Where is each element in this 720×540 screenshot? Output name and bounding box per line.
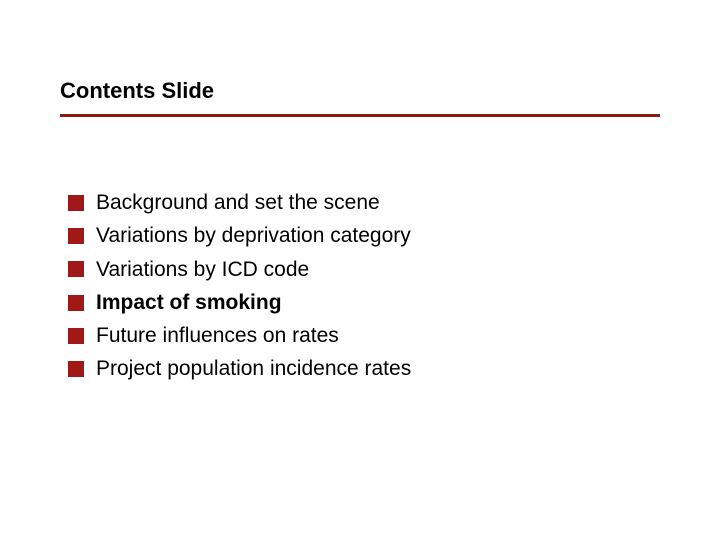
list-item-text: Future influences on rates [96, 322, 339, 349]
slide-container: Contents Slide Background and set the sc… [0, 0, 720, 540]
contents-list: Background and set the scene Variations … [60, 189, 660, 383]
slide-title: Contents Slide [60, 78, 660, 104]
list-item: Variations by deprivation category [68, 222, 660, 249]
list-item-text: Background and set the scene [96, 189, 380, 216]
list-item: Background and set the scene [68, 189, 660, 216]
list-item: Project population incidence rates [68, 355, 660, 382]
square-bullet-icon [68, 195, 84, 211]
title-divider [60, 114, 660, 117]
square-bullet-icon [68, 261, 84, 277]
list-item: Variations by ICD code [68, 256, 660, 283]
square-bullet-icon [68, 328, 84, 344]
square-bullet-icon [68, 228, 84, 244]
square-bullet-icon [68, 295, 84, 311]
list-item-text: Impact of smoking [96, 289, 282, 316]
list-item-text: Variations by deprivation category [96, 222, 411, 249]
list-item-text: Variations by ICD code [96, 256, 309, 283]
list-item: Future influences on rates [68, 322, 660, 349]
list-item: Impact of smoking [68, 289, 660, 316]
square-bullet-icon [68, 361, 84, 377]
list-item-text: Project population incidence rates [96, 355, 411, 382]
